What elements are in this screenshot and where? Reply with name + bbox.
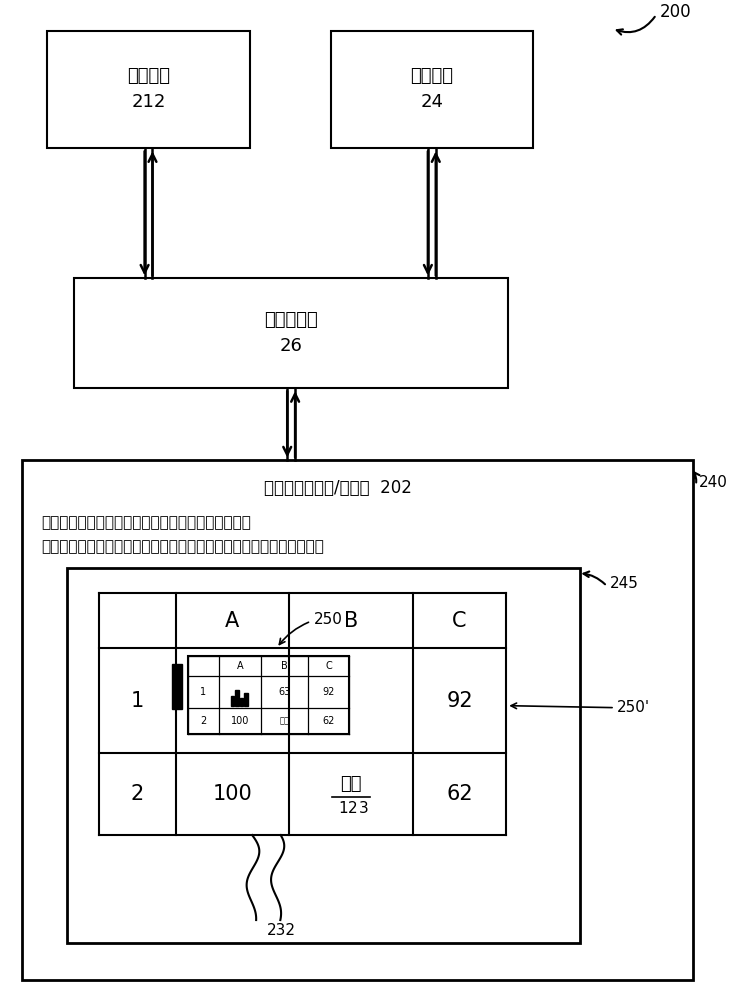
Text: 表格: 表格	[279, 717, 290, 726]
Text: 回调代码: 回调代码	[127, 67, 170, 85]
Text: A: A	[225, 611, 240, 631]
Text: 62: 62	[323, 716, 335, 726]
Text: 212: 212	[131, 93, 166, 111]
Text: 92: 92	[446, 691, 473, 711]
Bar	[172, 664, 182, 709]
Text: B: B	[344, 611, 358, 631]
Bar	[188, 656, 350, 734]
Text: 应用程序: 应用程序	[410, 67, 453, 85]
Text: 200: 200	[660, 3, 691, 21]
Text: 63: 63	[278, 687, 290, 697]
Text: 2: 2	[348, 801, 358, 816]
Text: 对象被缩放至与关于文档中的其他内容的当前查看情况有关的缩放级别: 对象被缩放至与关于文档中的其他内容的当前查看情况有关的缩放级别	[42, 539, 324, 554]
Text: 92: 92	[323, 687, 335, 697]
Text: 表格: 表格	[340, 775, 361, 793]
Text: C: C	[325, 661, 332, 671]
Bar	[22, 460, 693, 980]
Bar	[74, 278, 508, 388]
Bar	[67, 568, 581, 943]
Text: 26: 26	[280, 337, 303, 355]
Text: 250: 250	[314, 612, 343, 627]
Text: 240: 240	[699, 475, 728, 490]
Bar	[331, 31, 533, 148]
Text: 1: 1	[200, 687, 207, 697]
Bar	[240, 698, 243, 706]
Text: 245: 245	[610, 576, 639, 591]
Text: 3: 3	[359, 801, 369, 816]
Text: B: B	[281, 661, 287, 671]
Bar	[244, 693, 248, 706]
Text: 250': 250'	[617, 700, 650, 715]
Text: 62: 62	[446, 784, 473, 804]
Text: 232: 232	[268, 923, 296, 938]
Text: 2: 2	[130, 784, 144, 804]
Text: 24: 24	[420, 93, 443, 111]
Bar	[231, 696, 235, 706]
Text: C: C	[452, 611, 467, 631]
Text: 触摸屏输入设备/显示器  202: 触摸屏输入设备/显示器 202	[264, 479, 411, 497]
Bar	[48, 31, 250, 148]
Text: A: A	[237, 661, 243, 671]
Text: 1: 1	[338, 801, 348, 816]
Text: 1: 1	[130, 691, 144, 711]
Text: 缩放管理器: 缩放管理器	[265, 311, 318, 329]
Text: 100: 100	[231, 716, 249, 726]
Text: 2: 2	[200, 716, 207, 726]
Text: 100: 100	[213, 784, 252, 804]
Bar	[235, 690, 239, 706]
Text: 用户可通过在对象上进行轻叩来选择要缩放的对象。: 用户可通过在对象上进行轻叩来选择要缩放的对象。	[42, 515, 251, 530]
